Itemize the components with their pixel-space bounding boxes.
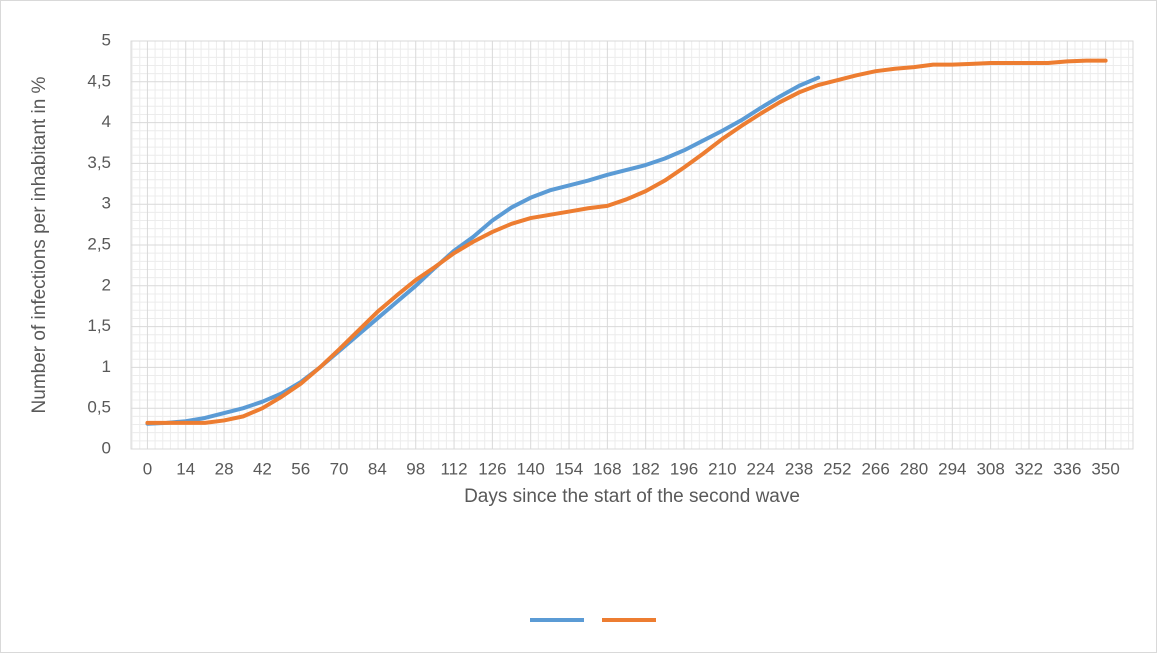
x-tick-label: 14 — [176, 459, 195, 478]
y-tick-label: 1 — [102, 357, 111, 376]
x-tick-label: 70 — [330, 459, 349, 478]
x-tick-label: 308 — [976, 459, 1004, 478]
y-tick-label: 5 — [102, 30, 111, 49]
x-tick-label: 350 — [1091, 459, 1119, 478]
x-tick-label: 336 — [1053, 459, 1081, 478]
x-tick-label: 224 — [746, 459, 774, 478]
y-tick-label: 1,5 — [87, 316, 111, 335]
x-tick-label: 140 — [517, 459, 545, 478]
x-tick-label: 294 — [938, 459, 966, 478]
x-tick-label: 98 — [406, 459, 425, 478]
x-tick-label: 28 — [215, 459, 234, 478]
y-tick-label: 3 — [102, 194, 111, 213]
y-tick-label: 4 — [102, 112, 111, 131]
x-tick-label: 154 — [555, 459, 583, 478]
x-tick-label: 280 — [900, 459, 928, 478]
x-tick-label: 322 — [1015, 459, 1043, 478]
x-tick-label: 126 — [478, 459, 506, 478]
x-tick-label: 84 — [368, 459, 387, 478]
series-line — [145, 75, 821, 426]
x-tick-label: 266 — [861, 459, 889, 478]
x-tick-label: 182 — [632, 459, 660, 478]
y-tick-label: 2,5 — [87, 234, 111, 253]
x-tick-label: 168 — [593, 459, 621, 478]
x-tick-label: 210 — [708, 459, 736, 478]
x-tick-label: 252 — [823, 459, 851, 478]
y-tick-label: 0,5 — [87, 398, 111, 417]
y-axis-label: Number of infections per inhabitant in % — [29, 76, 50, 413]
y-tick-label: 3,5 — [87, 153, 111, 172]
x-tick-label: 238 — [785, 459, 813, 478]
x-tick-label: 42 — [253, 459, 272, 478]
plot-border — [130, 40, 1134, 450]
y-tick-label: 2 — [102, 275, 111, 294]
x-tick-label: 112 — [440, 459, 467, 478]
x-tick-label: 196 — [670, 459, 698, 478]
x-tick-label: 0 — [143, 459, 152, 478]
y-tick-label: 4,5 — [87, 71, 111, 90]
x-tick-label: 56 — [291, 459, 310, 478]
x-axis-label: Days since the start of the second wave — [464, 486, 800, 507]
grid — [131, 40, 1133, 450]
series-line — [145, 58, 1108, 425]
y-tick-label: 0 — [102, 438, 111, 457]
